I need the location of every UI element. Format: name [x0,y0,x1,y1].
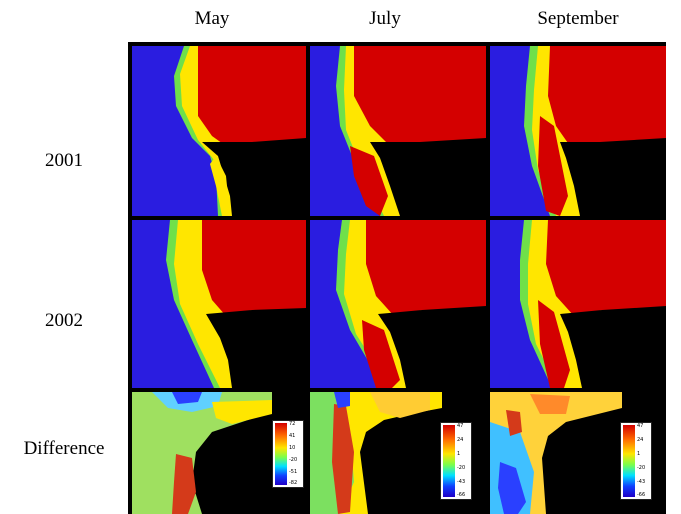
map-difference-may: 72 41 10 -20 -51 -82 [132,392,306,514]
colorbar-gradient [623,425,635,497]
colorbar-tick: -20 [637,465,646,471]
map-2002-may [132,220,306,388]
column-header-may: May [194,8,230,29]
row-label-2001: 2001 [45,150,83,171]
colorbar-tick: 1 [637,451,641,457]
map-2002-july [310,220,486,388]
map-2001-may [132,46,306,216]
colorbar-tick: 24 [637,437,644,443]
column-header-september: September [537,8,619,29]
colorbar-tick: 10 [289,445,296,451]
map-grid: 72 41 10 -20 -51 -82 47 24 1 -20 -43 -66 [128,42,666,514]
colorbar-tick: 24 [457,437,464,443]
colorbar-tick: 72 [289,421,296,427]
row-label-difference: Difference [23,438,105,459]
colorbar-gradient [275,423,287,485]
colorbar-tick: 47 [457,423,464,429]
colorbar-september: 47 24 1 -20 -43 -66 [620,422,652,500]
colorbar-july: 47 24 1 -20 -43 -66 [440,422,472,500]
colorbar-tick: -66 [457,492,466,498]
colorbar-tick: -20 [457,465,466,471]
colorbar-tick: -51 [289,469,298,475]
map-2002-september [490,220,666,388]
colorbar-tick: 41 [289,433,296,439]
row-label-2002: 2002 [45,310,83,331]
colorbar-gradient [443,425,455,497]
colorbar-tick: -43 [457,479,466,485]
map-difference-september: 47 24 1 -20 -43 -66 [490,392,666,514]
colorbar-tick: -43 [637,479,646,485]
map-2001-july [310,46,486,216]
map-difference-july: 47 24 1 -20 -43 -66 [310,392,486,514]
colorbar-tick: -20 [289,457,298,463]
colorbar-tick: -66 [637,492,646,498]
map-2001-september [490,46,666,216]
colorbar-may: 72 41 10 -20 -51 -82 [272,420,304,488]
colorbar-tick: 47 [637,423,644,429]
colorbar-tick: 1 [457,451,461,457]
colorbar-tick: -82 [289,480,298,486]
column-header-july: July [369,8,401,29]
